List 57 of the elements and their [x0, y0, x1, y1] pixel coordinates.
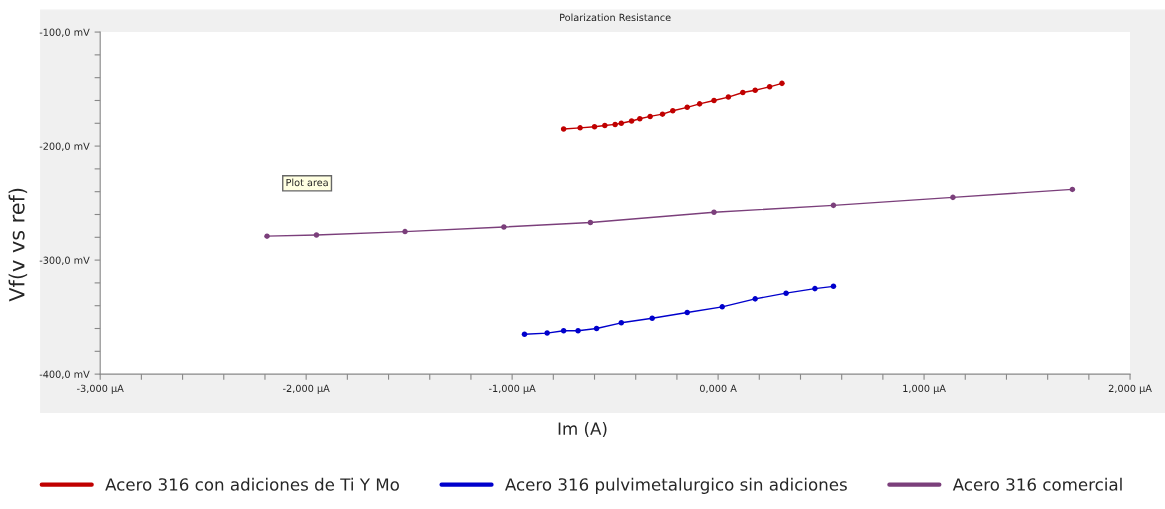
x-tick-label: 2,000 µA [1108, 384, 1152, 394]
x-tick-label: 1,000 µA [903, 384, 946, 394]
point [618, 320, 625, 326]
point [696, 101, 703, 107]
point [575, 328, 581, 334]
y-tick-label: -200,0 mV [39, 142, 90, 151]
point [766, 84, 773, 90]
point [618, 120, 625, 127]
point [684, 309, 690, 316]
point [591, 123, 598, 130]
point [402, 228, 408, 235]
point [812, 285, 818, 292]
point [264, 233, 270, 239]
point [628, 118, 635, 124]
y-tick-label: -400,0 mV [39, 370, 90, 379]
x-tick-label: -2,000 µA [283, 384, 330, 394]
point [560, 126, 567, 132]
legend-label: Acero 316 comercial [952, 477, 1122, 491]
chart-title: Polarization Resistance [560, 13, 671, 22]
annotation: Plot area [286, 178, 328, 187]
point [740, 89, 746, 96]
point [602, 122, 608, 129]
point [1069, 186, 1076, 193]
point [612, 121, 618, 128]
legend-label: Acero 316 con adiciones de Ti Y Mo [105, 477, 399, 491]
point [752, 296, 758, 302]
point [830, 283, 837, 290]
legend-label: Acero 316 pulvimetalurgico sin adiciones [505, 477, 847, 494]
point [560, 328, 567, 334]
y-tick-label: -100,0 mV [39, 28, 90, 37]
point [544, 330, 550, 336]
point [649, 315, 655, 322]
point [587, 219, 594, 226]
point [830, 202, 837, 209]
x-axis-title: Im (A) [558, 422, 607, 437]
x-tick-label: -3,000 µA [77, 384, 124, 394]
point [577, 125, 583, 131]
point [501, 224, 507, 230]
point [783, 290, 789, 296]
point [647, 113, 653, 120]
point [670, 107, 676, 114]
point [950, 194, 956, 201]
point [637, 115, 643, 122]
y-tick-label: -300,0 mV [39, 256, 90, 265]
x-tick-label: -1,000 µA [488, 384, 536, 394]
point [725, 94, 732, 100]
point [711, 97, 717, 104]
point [313, 232, 320, 238]
point [521, 331, 528, 337]
point [719, 304, 725, 310]
point [752, 87, 758, 93]
point [711, 209, 717, 215]
point [684, 104, 690, 111]
point [779, 80, 785, 87]
x-tick-label: 0,000 A [699, 384, 737, 394]
y-axis-title: Vf(v vs ref) [8, 188, 28, 302]
point [659, 111, 666, 117]
